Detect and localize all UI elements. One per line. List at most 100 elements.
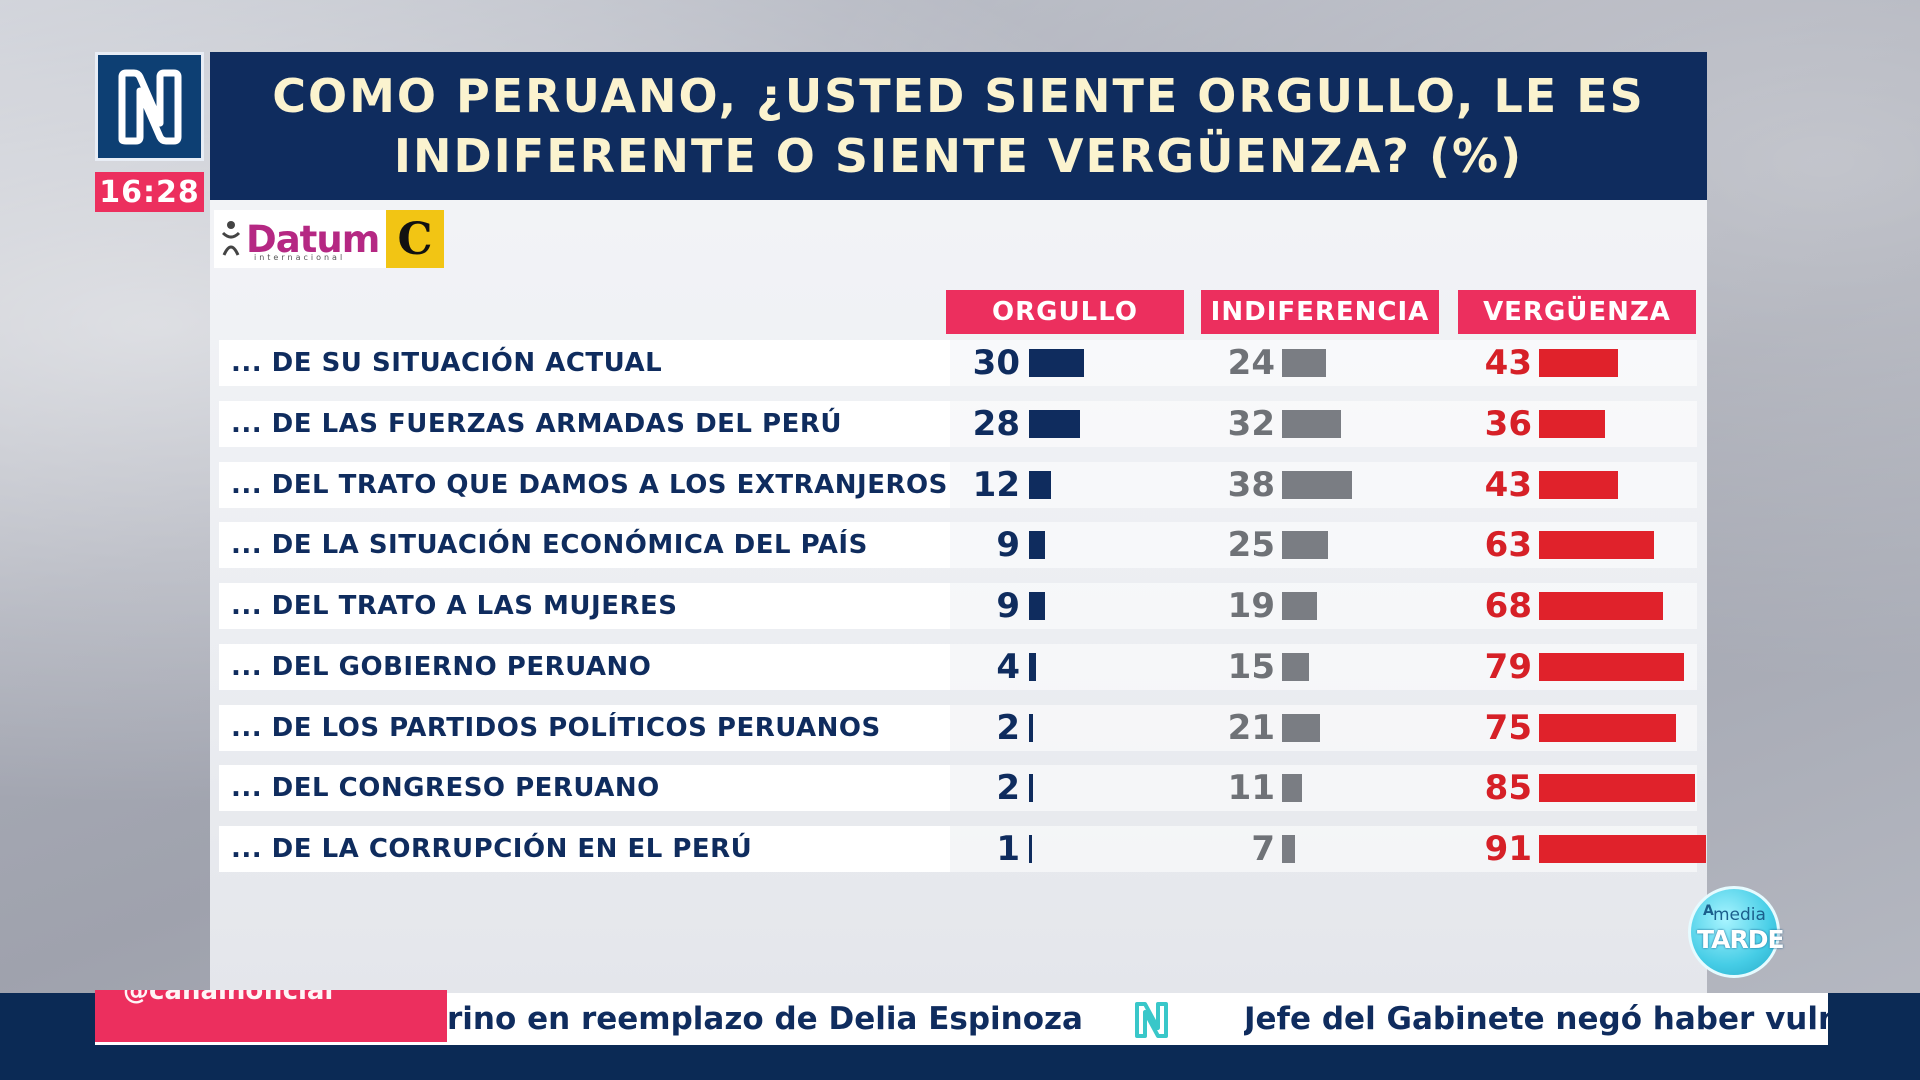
data-label-orgullo: 2: [996, 768, 1020, 809]
data-label-indiferencia: 19: [1227, 586, 1275, 626]
bar-orgullo: [1029, 592, 1046, 620]
ticker-right-edge: [1828, 993, 1920, 1045]
show-badge-a: A: [1703, 903, 1714, 919]
channel-logo: [95, 52, 204, 161]
category-label: ... DE LA SITUACIÓN ECONÓMICA DEL PAÍS: [219, 522, 950, 569]
bar-verguenza: [1539, 835, 1706, 863]
data-label-verguenza: 36: [1484, 403, 1532, 444]
bar-indiferencia: [1282, 774, 1303, 803]
table-row: ... DE SU SITUACIÓN ACTUAL 30 24 43: [219, 340, 1697, 386]
ticker-n-icon: [1135, 1002, 1168, 1038]
row-values: 2 21 75: [950, 704, 1697, 751]
legend-orgullo: ORGULLO: [946, 290, 1184, 334]
data-label-indiferencia: 15: [1227, 646, 1275, 687]
table-row: ... DE LA SITUACIÓN ECONÓMICA DEL PAÍS 9 2…: [219, 522, 1697, 569]
data-label-indiferencia: 25: [1227, 525, 1275, 566]
chart-panel: COMO PERUANO, ¿USTED SIENTE ORGULLO, LE …: [210, 52, 1707, 998]
data-label-orgullo: 12: [972, 464, 1020, 505]
bar-orgullo: [1029, 470, 1051, 499]
row-values: 4 15 79: [950, 643, 1697, 690]
datum-logo: Datum internacional: [214, 210, 386, 268]
table-row: ... DEL GOBIERNO PERUANO 4 15 79: [219, 643, 1697, 690]
chart-title-line-2: INDIFERENTE O SIENTE VERGÜENZA? (%): [393, 129, 1524, 183]
bar-indiferencia: [1282, 652, 1310, 681]
category-label: ... DE LOS PARTIDOS POLÍTICOS PERUANOS: [219, 704, 950, 751]
show-badge: A media TARDE: [1688, 886, 1785, 978]
table-row: ... DE LA CORRUPCIÓN EN EL PERÚ 1 7 91: [219, 826, 1706, 872]
row-values: 30 24 43: [950, 340, 1697, 386]
row-values: 9 25 63: [950, 522, 1697, 569]
bar-indiferencia: [1282, 592, 1317, 620]
show-badge-media: media: [1713, 905, 1766, 925]
data-label-indiferencia: 7: [1251, 829, 1275, 869]
row-values: 1 7 91: [950, 826, 1706, 872]
chart-title-line-1: COMO PERUANO, ¿USTED SIENTE ORGULLO, LE …: [272, 69, 1645, 123]
show-badge-tarde: TARDE: [1697, 925, 1785, 954]
bar-verguenza: [1539, 652, 1684, 681]
data-label-indiferencia: 24: [1227, 343, 1275, 383]
data-label-verguenza: 75: [1484, 707, 1532, 748]
data-label-verguenza: 63: [1484, 525, 1532, 566]
table-row: ... DE LAS FUERZAS ARMADAS DEL PERÚ 28 32 3…: [219, 400, 1697, 447]
bar-orgullo: [1029, 713, 1033, 742]
table-row: ... DEL TRATO A LAS MUJERES 9 19 68: [219, 583, 1697, 629]
data-label-orgullo: 28: [972, 403, 1020, 444]
data-label-verguenza: 68: [1484, 586, 1532, 626]
data-label-indiferencia: 32: [1227, 403, 1275, 444]
data-label-verguenza: 43: [1484, 464, 1532, 505]
bar-orgullo: [1029, 349, 1084, 377]
category-label: ... DE LA CORRUPCIÓN EN EL PERÚ: [219, 826, 950, 872]
datum-figure-icon: [221, 221, 241, 256]
bar-orgullo: [1029, 409, 1081, 438]
category-label: ... DE SU SITUACIÓN ACTUAL: [219, 340, 950, 386]
bar-indiferencia: [1282, 470, 1352, 499]
datum-subtitle: internacional: [254, 253, 346, 262]
bar-verguenza: [1539, 713, 1677, 742]
source-logos: Datum internacional C: [214, 210, 444, 268]
bottom-band: [0, 1045, 1920, 1080]
row-values: 2 11 85: [950, 765, 1697, 812]
bar-orgullo: [1029, 652, 1037, 681]
data-label-orgullo: 1: [996, 829, 1020, 869]
category-label: ... DEL CONGRESO PERUANO: [219, 765, 950, 812]
channel-n-icon: [118, 69, 181, 144]
bar-orgullo: [1029, 774, 1033, 803]
category-label: ... DE LAS FUERZAS ARMADAS DEL PERÚ: [219, 400, 950, 447]
ticker-headline-2: Jefe del Gabinete negó haber vulne: [1244, 1001, 1828, 1037]
bar-indiferencia: [1282, 349, 1326, 377]
legend-indiferencia: INDIFERENCIA: [1201, 290, 1439, 334]
data-label-verguenza: 91: [1484, 829, 1532, 869]
ticker-social-handle: @canalnoficial: [123, 990, 334, 1006]
ticker-left-edge: [0, 993, 95, 1045]
bar-verguenza: [1539, 470, 1618, 499]
row-values: 28 32 36: [950, 400, 1697, 447]
legend-verguenza: VERGÜENZA: [1458, 290, 1696, 334]
ticker-social-tag: @canalnoficial: [95, 990, 447, 1042]
row-values: 9 19 68: [950, 583, 1697, 629]
data-label-orgullo: 2: [996, 707, 1020, 748]
table-row: ... DE LOS PARTIDOS POLÍTICOS PERUANOS 2 2…: [219, 704, 1697, 751]
bar-orgullo: [1029, 835, 1032, 863]
table-row: ... DEL TRATO QUE DAMOS A LOS EXTRANJERO…: [219, 461, 1697, 508]
data-label-orgullo: 9: [996, 586, 1020, 626]
chart-title: COMO PERUANO, ¿USTED SIENTE ORGULLO, LE …: [210, 52, 1707, 200]
bar-verguenza: [1539, 592, 1664, 620]
data-label-orgullo: 30: [972, 343, 1020, 383]
row-values: 12 38 43: [950, 461, 1697, 508]
data-label-indiferencia: 38: [1227, 464, 1275, 505]
category-label: ... DEL TRATO A LAS MUJERES: [219, 583, 950, 629]
bar-verguenza: [1539, 349, 1618, 377]
bar-orgullo: [1029, 531, 1046, 560]
bar-indiferencia: [1282, 713, 1321, 742]
data-label-verguenza: 85: [1484, 768, 1532, 809]
bar-indiferencia: [1282, 531, 1328, 560]
bar-indiferencia: [1282, 835, 1295, 863]
datum-wordmark: Datum: [246, 217, 380, 261]
data-label-orgullo: 9: [996, 525, 1020, 566]
clock: 16:28: [95, 172, 204, 212]
data-label-verguenza: 43: [1484, 343, 1532, 383]
bar-verguenza: [1539, 774, 1695, 803]
table-row: ... DEL CONGRESO PERUANO 2 11 85: [219, 765, 1697, 812]
el-comercio-logo: C: [386, 210, 444, 268]
category-label: ... DEL TRATO QUE DAMOS A LOS EXTRANJERO…: [219, 461, 950, 508]
